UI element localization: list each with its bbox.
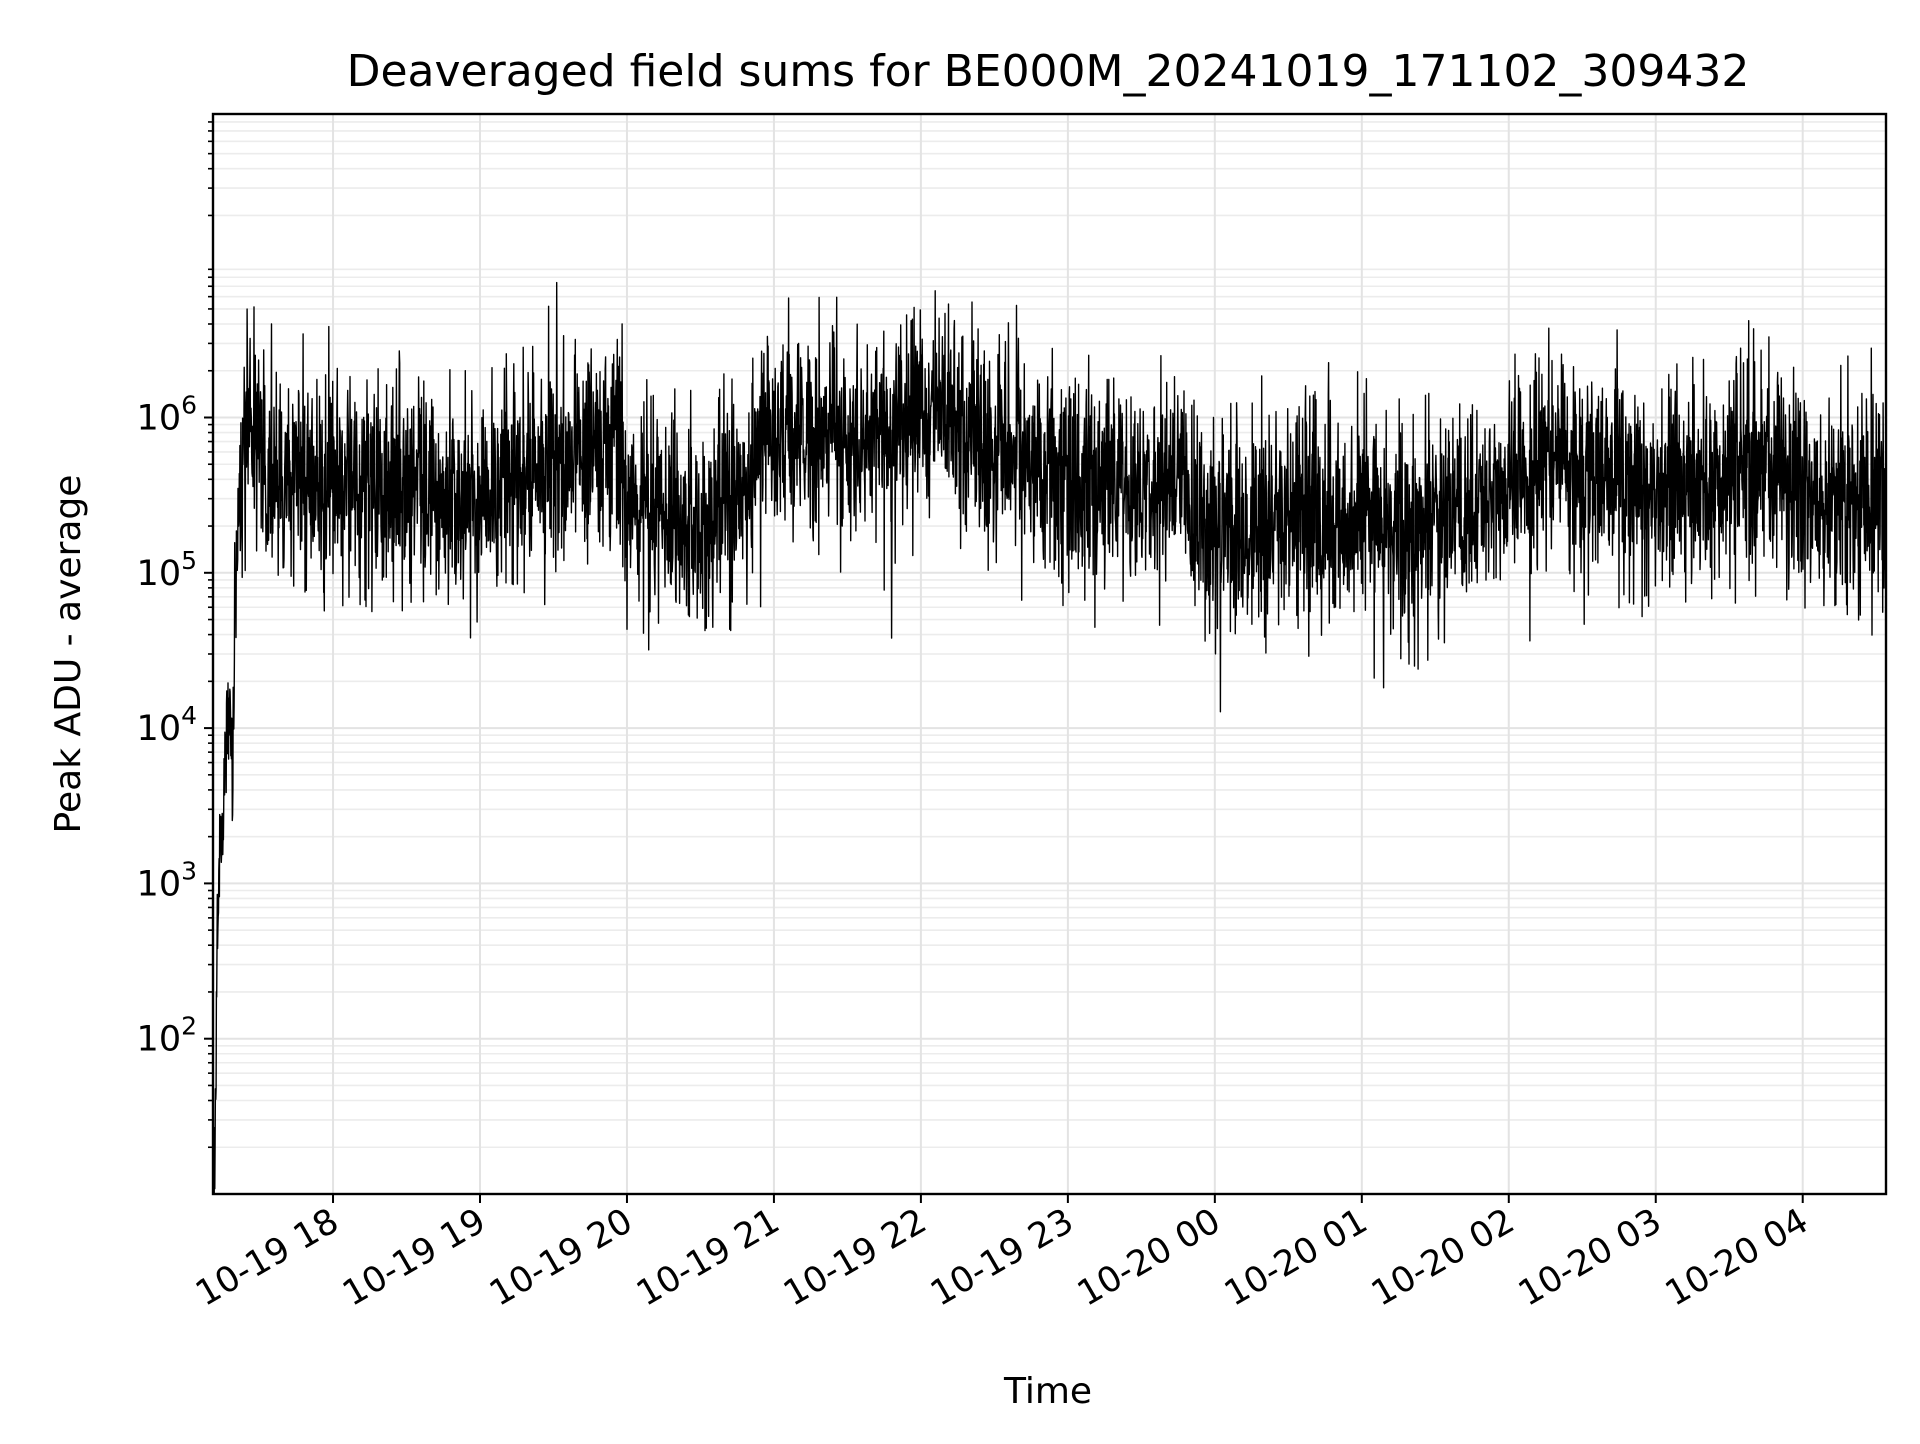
- y-axis-label: Peak ADU - average: [48, 475, 89, 834]
- y-tick-label: 104: [137, 701, 197, 749]
- chart-title: Deaveraged field sums for BE000M_2024101…: [347, 46, 1750, 97]
- y-tick-label: 105: [137, 546, 197, 594]
- y-tick-label: 102: [137, 1012, 197, 1060]
- ticks-layer: [204, 121, 1804, 1203]
- plot-area: [213, 281, 1886, 1194]
- series-line: [213, 281, 1886, 1194]
- y-tick-label: 106: [137, 390, 197, 438]
- x-axis-label: Time: [1003, 1371, 1092, 1412]
- y-tick-label: 103: [137, 856, 197, 904]
